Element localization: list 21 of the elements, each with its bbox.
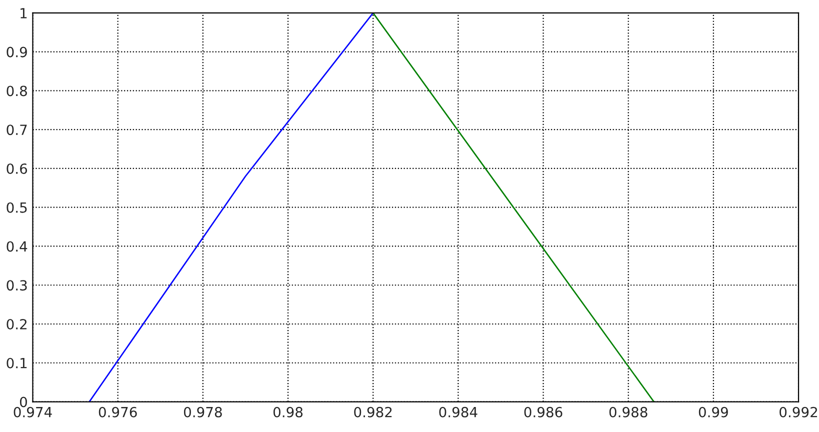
y-tick-label: 0 xyxy=(20,396,27,408)
y-tick-label: 1 xyxy=(20,8,27,18)
x-tick-label: 0.992 xyxy=(780,406,818,418)
y-tick-label: 0.4 xyxy=(6,241,28,252)
y-tick-label: 0.6 xyxy=(6,163,28,174)
y-tick-label: 0.5 xyxy=(6,202,27,213)
x-tick-label: 0.99 xyxy=(698,406,728,418)
y-tick-label: 0.3 xyxy=(6,280,27,291)
x-tick-label: 0.986 xyxy=(524,406,562,418)
x-tick-label: 0.978 xyxy=(184,406,222,418)
y-tick-label: 0.8 xyxy=(6,86,27,96)
x-tick-label: 0.976 xyxy=(98,406,137,418)
x-tick-label: 0.982 xyxy=(354,406,392,418)
x-tick-label: 0.988 xyxy=(609,406,648,418)
y-tick-label: 0.7 xyxy=(6,124,27,136)
y-tick-label: 0.2 xyxy=(6,318,27,330)
y-tick-label: 0.9 xyxy=(6,46,27,58)
x-tick-label: 0.974 xyxy=(14,406,52,418)
x-tick-label: 0.98 xyxy=(273,406,303,418)
y-tick-label: 0.1 xyxy=(6,358,27,368)
x-tick-label: 0.984 xyxy=(439,406,478,418)
